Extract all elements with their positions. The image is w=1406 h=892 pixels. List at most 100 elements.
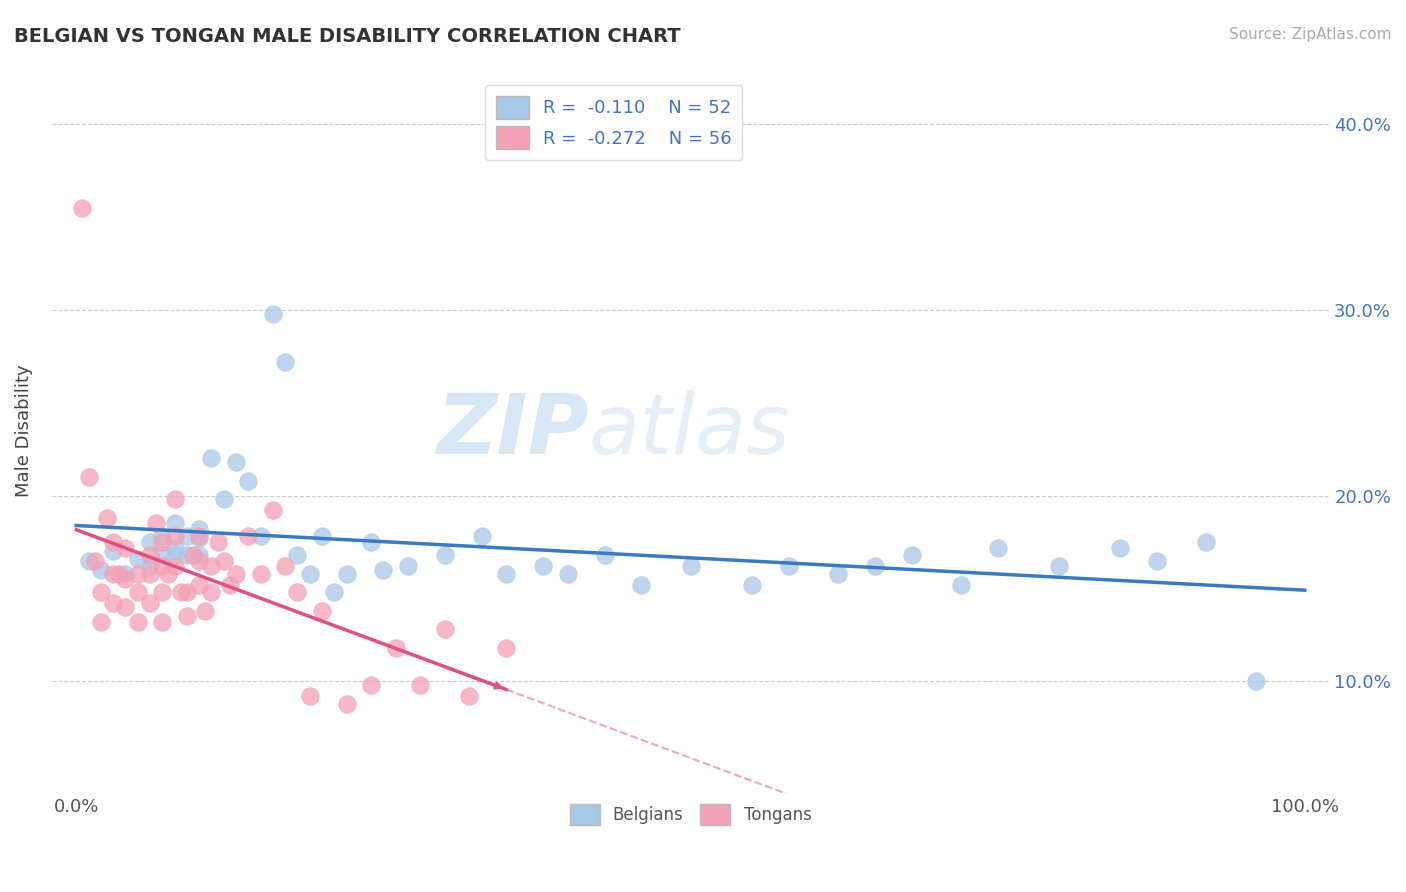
Point [207, 535, 229, 549]
Point [101, 535, 124, 549]
Point [433, 548, 456, 562]
Point [114, 599, 136, 614]
Point [249, 529, 271, 543]
Y-axis label: Male Disability: Male Disability [15, 364, 32, 497]
Point [150, 585, 173, 599]
Point [83, 553, 105, 567]
Point [238, 474, 260, 488]
Point [139, 535, 162, 549]
Point [1244, 674, 1267, 689]
Point [176, 548, 198, 562]
Point [287, 548, 309, 562]
Point [163, 492, 186, 507]
Point [127, 551, 149, 566]
Point [458, 689, 481, 703]
Point [176, 585, 198, 599]
Point [163, 529, 186, 543]
Point [90, 585, 112, 599]
Point [163, 541, 186, 555]
Point [72, 201, 94, 215]
Legend: Belgians, Tongans: Belgians, Tongans [560, 794, 821, 835]
Point [127, 615, 149, 629]
Point [335, 697, 357, 711]
Point [863, 559, 886, 574]
Point [200, 585, 222, 599]
Point [188, 548, 211, 562]
Point [630, 577, 652, 591]
Point [274, 355, 297, 369]
Point [495, 640, 517, 655]
Point [531, 559, 554, 574]
Point [101, 596, 124, 610]
Point [741, 577, 763, 591]
Point [1109, 541, 1132, 555]
Point [396, 559, 419, 574]
Point [360, 535, 382, 549]
Text: atlas: atlas [588, 390, 790, 471]
Point [225, 566, 247, 581]
Point [311, 604, 333, 618]
Text: BELGIAN VS TONGAN MALE DISABILITY CORRELATION CHART: BELGIAN VS TONGAN MALE DISABILITY CORREL… [14, 27, 681, 45]
Point [96, 511, 118, 525]
Point [188, 577, 211, 591]
Point [150, 535, 173, 549]
Point [495, 566, 517, 581]
Point [200, 559, 222, 574]
Point [114, 572, 136, 586]
Point [1146, 553, 1168, 567]
Point [170, 585, 193, 599]
Point [163, 559, 186, 574]
Point [145, 516, 167, 531]
Point [827, 566, 849, 581]
Point [298, 689, 321, 703]
Point [114, 566, 136, 581]
Point [163, 548, 186, 562]
Point [471, 529, 494, 543]
Point [139, 596, 162, 610]
Point [225, 455, 247, 469]
Point [181, 548, 204, 562]
Point [384, 640, 406, 655]
Point [360, 678, 382, 692]
Point [274, 559, 297, 574]
Text: Source: ZipAtlas.com: Source: ZipAtlas.com [1229, 27, 1392, 42]
Point [311, 529, 333, 543]
Point [287, 585, 309, 599]
Point [778, 559, 800, 574]
Point [987, 541, 1010, 555]
Point [77, 470, 100, 484]
Point [108, 566, 131, 581]
Point [150, 615, 173, 629]
Point [373, 563, 395, 577]
Point [150, 559, 173, 574]
Point [188, 553, 211, 567]
Point [77, 553, 100, 567]
Text: ZIP: ZIP [436, 390, 588, 471]
Point [298, 566, 321, 581]
Point [593, 548, 616, 562]
Point [150, 529, 173, 543]
Point [323, 585, 346, 599]
Point [101, 544, 124, 558]
Point [212, 553, 235, 567]
Point [1047, 559, 1070, 574]
Point [188, 531, 211, 545]
Point [157, 566, 180, 581]
Point [90, 615, 112, 629]
Point [238, 529, 260, 543]
Point [679, 559, 702, 574]
Point [139, 559, 162, 574]
Point [900, 548, 922, 562]
Point [176, 529, 198, 543]
Point [949, 577, 972, 591]
Point [188, 522, 211, 536]
Point [127, 566, 149, 581]
Point [409, 678, 432, 692]
Point [176, 609, 198, 624]
Point [262, 503, 284, 517]
Point [212, 492, 235, 507]
Point [194, 604, 217, 618]
Point [139, 566, 162, 581]
Point [557, 566, 579, 581]
Point [335, 566, 357, 581]
